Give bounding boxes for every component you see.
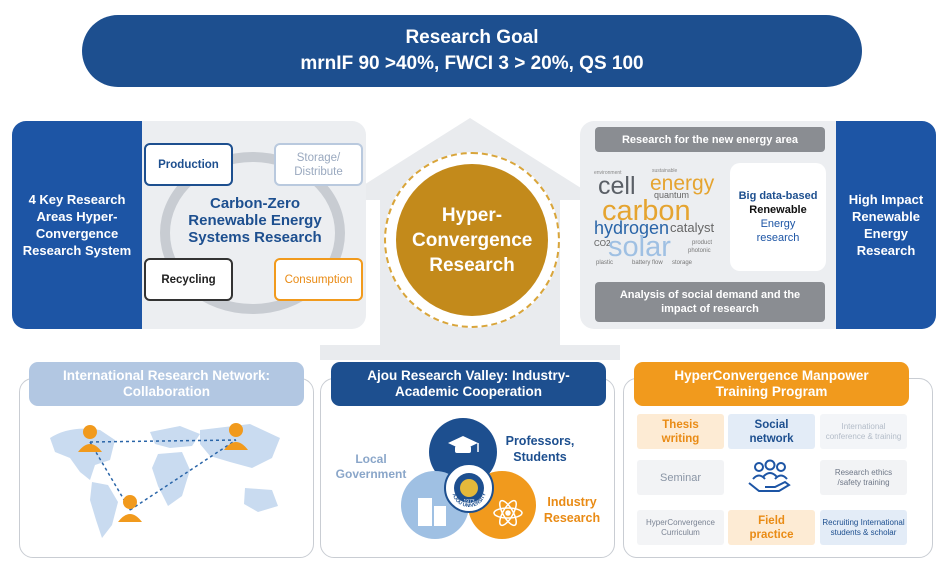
- center-label: Hyper- Convergence Research: [412, 204, 533, 276]
- wc-plastic: plastic: [596, 260, 613, 266]
- cycle-title: Carbon-Zero Renewable Energy Systems Res…: [188, 195, 322, 246]
- storage-node: Storage/ Distribute: [274, 143, 363, 186]
- hcc-text: HyperConvergence Curriculum: [646, 517, 715, 537]
- recruiting-item: Recruiting International students & scho…: [820, 510, 907, 545]
- word-cloud: environment sustainable cell energy quan…: [594, 168, 715, 266]
- goal-title: Research Goal: [405, 27, 539, 48]
- high-impact-label: High Impact Renewable Energy Research: [836, 121, 936, 329]
- wc-hydrogen: hydrogen: [594, 218, 669, 238]
- research-ethics-item: Research ethics /safety training: [820, 460, 907, 495]
- graduation-cap-icon: [448, 436, 479, 453]
- intl-text: International conference & training: [825, 421, 902, 441]
- research-goal-banner: Research Goal mrnIF 90 >40%, FWCI 3 > 20…: [82, 15, 862, 87]
- new-energy-bar: Research for the new energy area: [595, 127, 825, 152]
- wc-battery: battery flow: [632, 260, 663, 266]
- recruit-text: Recruiting International students & scho…: [822, 517, 905, 537]
- recycling-node: Recycling: [144, 258, 233, 301]
- training-card-title: HyperConvergence Manpower Training Progr…: [634, 362, 909, 406]
- intl-conference-item: International conference & training: [820, 414, 907, 449]
- wc-cell: cell: [598, 172, 636, 200]
- atom-icon: [493, 499, 523, 527]
- wc-quantum: quantum: [654, 190, 689, 200]
- wc-product: product: [692, 240, 712, 246]
- world-map-icon: [50, 423, 280, 538]
- professors-label: Professors, Students: [505, 434, 575, 464]
- wc-solar: solar: [608, 231, 671, 263]
- wc-sustainable: sustainable: [652, 168, 678, 174]
- wc-catalyst: catalyst: [670, 220, 714, 235]
- thesis-writing-item: Thesis writing: [637, 414, 724, 449]
- cooperation-venn: 1973 AJOU UNIVERSITY: [401, 418, 536, 539]
- bigdata-box: Big data-based Renewable Energy research: [730, 163, 826, 271]
- wc-storage: storage: [672, 260, 693, 266]
- hyper-convergence-circle: Hyper- Convergence Research: [396, 164, 548, 316]
- wc-carbon: carbon: [602, 195, 691, 227]
- industry-label: Industry Research: [543, 495, 601, 525]
- seminar-item: Seminar: [637, 460, 724, 495]
- key-areas-text: 4 Key Research Areas Hyper-Convergence R…: [22, 192, 132, 258]
- social-demand-text: Analysis of social demand and the impact…: [619, 289, 801, 315]
- thesis-text: Thesis writing: [661, 418, 700, 445]
- high-impact-text: High Impact Renewable Energy Research: [848, 192, 924, 258]
- key-areas-label: 4 Key Research Areas Hyper-Convergence R…: [12, 121, 142, 329]
- bigdata-line3: Energy research: [756, 218, 800, 244]
- wc-environment: environment: [594, 170, 622, 176]
- production-node: Production: [144, 143, 233, 186]
- wc-photonic: photonic: [688, 248, 711, 254]
- training-title-text: HyperConvergence Manpower Training Progr…: [674, 368, 869, 399]
- bigdata-line1: Big data-based: [738, 190, 818, 202]
- social-network-item: Social network: [728, 414, 815, 449]
- network-card-title: International Research Network: Collabor…: [29, 362, 304, 406]
- network-title-text: International Research Network: Collabor…: [62, 368, 271, 399]
- consumption-node: Consumption: [274, 258, 363, 301]
- wc-co2: CO2: [594, 239, 611, 248]
- people-hand-icon: [748, 459, 791, 492]
- wc-energy: energy: [650, 172, 715, 195]
- local-government-label: Local Government: [335, 452, 407, 481]
- hc-curriculum-item: HyperConvergence Curriculum: [637, 510, 724, 545]
- social-demand-bar: Analysis of social demand and the impact…: [595, 282, 825, 322]
- valley-title-text: Ajou Research Valley: Industry-Academic …: [367, 368, 570, 399]
- bigdata-line2: Renewable: [749, 204, 807, 216]
- ethics-text: Research ethics /safety training: [834, 467, 893, 487]
- field-practice-item: Field practice: [728, 510, 815, 545]
- social-text: Social network: [749, 418, 794, 445]
- seal-year: 1973: [463, 499, 474, 505]
- cycle-ring: [160, 152, 345, 314]
- goal-metrics: mrnIF 90 >40%, FWCI 3 > 20%, QS 100: [300, 53, 644, 74]
- valley-card-title: Ajou Research Valley: Industry-Academic …: [331, 362, 606, 406]
- field-text: Field practice: [749, 514, 794, 541]
- building-icon: [418, 498, 446, 526]
